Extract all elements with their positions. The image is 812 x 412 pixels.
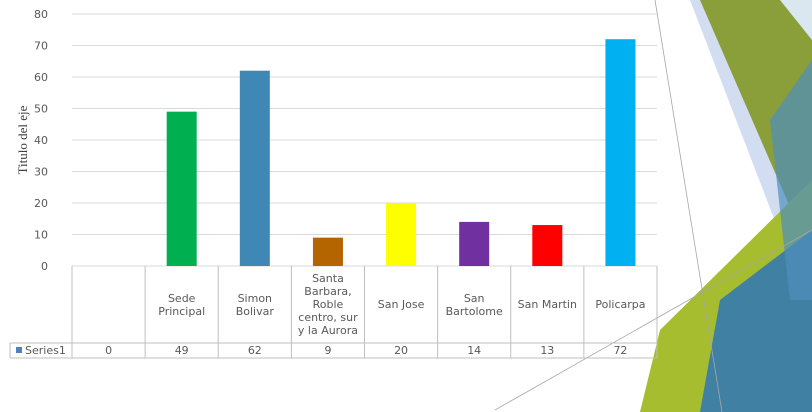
- bar: [386, 203, 417, 266]
- data-table-lines: [9, 266, 658, 359]
- y-axis-title: Titulo del eje: [15, 105, 30, 174]
- bar: [532, 225, 563, 266]
- deco-line: [654, 0, 723, 412]
- y-tick-label: 40: [34, 134, 48, 147]
- y-tick-label: 80: [34, 8, 48, 21]
- bar: [605, 39, 636, 267]
- y-tick-label: 50: [34, 103, 48, 116]
- y-tick-label: 0: [41, 260, 48, 273]
- y-tick-label: 30: [34, 166, 48, 179]
- deco-shape-teal: [700, 230, 812, 412]
- bar: [312, 237, 343, 266]
- bar: [459, 221, 490, 266]
- gridlines: [72, 13, 657, 267]
- y-tick-label: 20: [34, 197, 48, 210]
- y-tick-label: 70: [34, 40, 48, 53]
- y-axis-ticks: 0 10 20 30 40 50 60 70 80: [34, 8, 48, 273]
- bars: [166, 39, 636, 267]
- deco-shape-blue-mid: [770, 60, 812, 300]
- y-tick-label: 60: [34, 71, 48, 84]
- deco-line: [494, 229, 812, 411]
- bar: [166, 111, 197, 267]
- bar: [239, 70, 270, 266]
- y-tick-label: 10: [34, 229, 48, 242]
